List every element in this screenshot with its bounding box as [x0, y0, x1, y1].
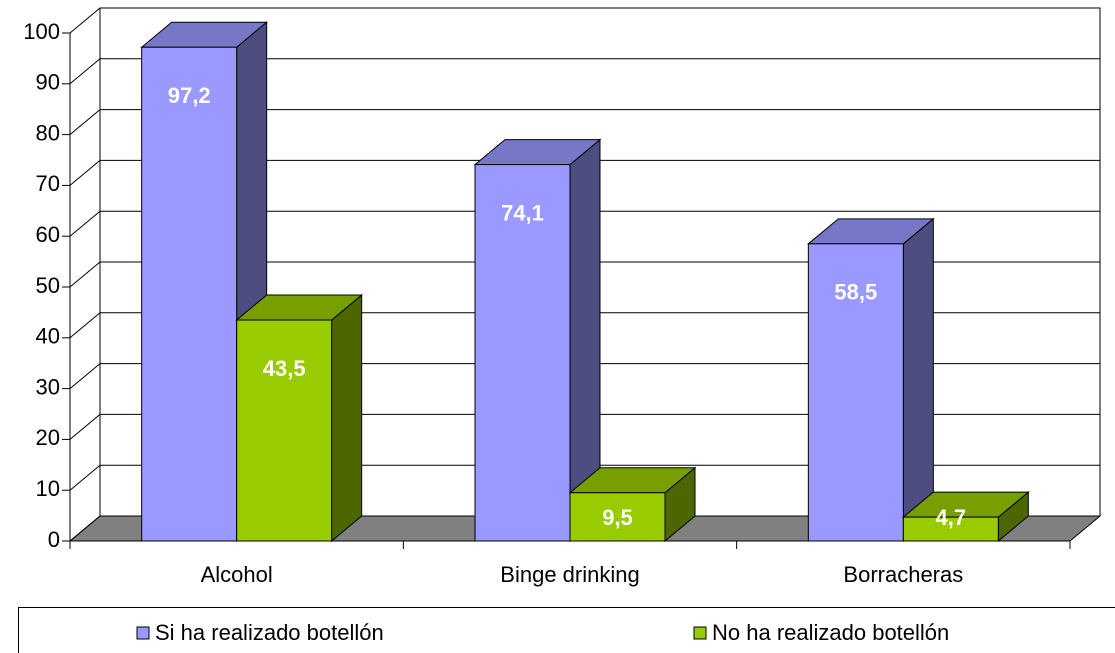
value-label: 43,5 — [263, 356, 306, 381]
bar — [902, 516, 999, 542]
y-tick-label: 80 — [36, 120, 60, 145]
y-tick-label: 10 — [36, 476, 60, 501]
grid-line-side — [69, 58, 101, 85]
y-tick-label: 30 — [36, 374, 60, 399]
legend-box — [18, 607, 1115, 653]
grid-line-side — [69, 464, 101, 491]
x-tick-label: Alcohol — [201, 562, 273, 587]
y-tick-label: 90 — [36, 70, 60, 95]
grid-line-side — [69, 363, 101, 389]
grid-line-side — [69, 160, 101, 186]
legend-label: No ha realizado botellón — [712, 620, 949, 645]
x-tick-label: Borracheras — [843, 562, 963, 587]
grid-line-side — [69, 312, 101, 339]
bar — [236, 319, 333, 542]
legend-swatch — [136, 626, 150, 640]
y-tick-label: 100 — [23, 19, 60, 44]
grid-line-side — [69, 414, 101, 440]
grid-line-side — [69, 210, 101, 237]
bar — [474, 164, 571, 542]
y-tick-label: 70 — [36, 171, 60, 196]
y-tick-label: 20 — [36, 425, 60, 450]
y-tick-label: 60 — [36, 222, 60, 247]
value-label: 58,5 — [834, 280, 877, 305]
y-tick-label: 0 — [48, 527, 60, 552]
y-tick-label: 40 — [36, 324, 60, 349]
grid-line-side — [69, 261, 101, 288]
value-label: 74,1 — [501, 200, 544, 225]
grid-line-side — [69, 7, 101, 34]
legend-swatch — [693, 626, 707, 640]
grid-line-side — [69, 515, 101, 542]
value-label: 4,7 — [936, 505, 967, 530]
value-label: 97,2 — [168, 83, 211, 108]
bar — [141, 46, 238, 542]
grid-line-side — [69, 109, 101, 135]
bar-side — [331, 293, 363, 543]
x-tick-label: Binge drinking — [500, 562, 639, 587]
value-label: 9,5 — [602, 505, 633, 530]
bar — [569, 492, 666, 542]
bar-side — [902, 217, 934, 543]
y-tick-label: 50 — [36, 273, 60, 298]
legend-label: Si ha realizado botellón — [155, 620, 384, 645]
bar — [807, 243, 904, 542]
